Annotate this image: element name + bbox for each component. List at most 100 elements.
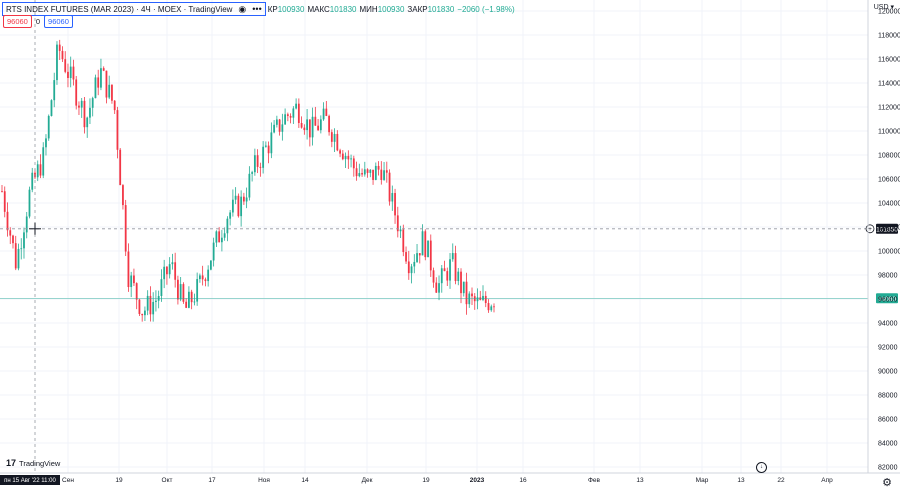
- candle-body: [352, 158, 355, 169]
- candle-body: [174, 262, 177, 280]
- candle-body: [42, 147, 45, 176]
- candle-body: [286, 114, 289, 116]
- candle-body: [317, 125, 319, 131]
- candle-body: [446, 271, 449, 281]
- candles: [1, 39, 495, 322]
- more-icon[interactable]: •••: [252, 4, 262, 14]
- symbol-title-box[interactable]: RTS INDEX FUTURES (MAR 2023) · 4Ч · MOEX…: [2, 2, 266, 16]
- candle-body: [490, 306, 493, 311]
- candle-body: [100, 68, 102, 88]
- candle-body: [56, 44, 58, 81]
- candle-body: [179, 284, 182, 300]
- candle-body: [394, 193, 396, 216]
- x-tick-label: Ноя: [258, 477, 270, 484]
- candle-body: [328, 115, 330, 133]
- candle-body: [300, 123, 303, 128]
- candle-body: [23, 232, 25, 249]
- candle-body: [413, 261, 416, 267]
- candle-body: [152, 301, 155, 315]
- candle-body: [113, 100, 116, 111]
- candle-body: [135, 283, 138, 300]
- plus-circle-icon-glyph: +: [868, 226, 872, 233]
- candle-body: [432, 270, 435, 283]
- candle-body: [146, 295, 149, 311]
- ohlc-open-value: 100930: [277, 4, 305, 14]
- last-price-label: 96060: [878, 296, 896, 303]
- candle-body: [53, 80, 56, 101]
- candle-body: [372, 169, 374, 180]
- candle-body: [39, 164, 42, 176]
- candle-body: [209, 260, 212, 270]
- y-tick-label: 118000: [878, 33, 900, 40]
- buy-button[interactable]: 96060: [44, 15, 73, 28]
- tradingview-watermark[interactable]: 17 TradingView: [6, 458, 60, 468]
- candle-body: [333, 133, 336, 142]
- candle-body: [47, 115, 50, 139]
- candle-body: [462, 281, 465, 294]
- y-tick-label: 116000: [878, 57, 900, 64]
- x-tick-label: Мар: [696, 477, 709, 484]
- candle-body: [163, 266, 166, 280]
- candle-body: [127, 251, 130, 288]
- candle-body: [83, 100, 86, 128]
- candle-body: [69, 66, 72, 79]
- y-tick-label: 84000: [878, 441, 898, 448]
- candle-body: [67, 71, 69, 79]
- candle-body: [399, 229, 402, 232]
- candle-body: [407, 261, 410, 274]
- y-tick-label: 94000: [878, 321, 898, 328]
- x-tick-label: Окт: [162, 477, 173, 484]
- candle-body: [102, 68, 105, 71]
- candle-body: [388, 172, 391, 202]
- candle-body: [220, 237, 223, 243]
- candle-body: [201, 275, 204, 280]
- y-tick-label: 120000: [878, 9, 900, 16]
- x-tick-label: 19: [115, 477, 123, 484]
- candle-body: [149, 295, 152, 315]
- y-tick-label: 110000: [878, 129, 900, 136]
- candle-body: [396, 215, 399, 232]
- x-tick-label: 17: [208, 477, 216, 484]
- candle-body: [12, 235, 14, 244]
- candle-body: [424, 231, 427, 258]
- goto-realtime-icon[interactable]: ↓: [756, 462, 767, 473]
- candle-body: [284, 114, 287, 125]
- candle-body: [369, 169, 372, 173]
- candle-body: [347, 155, 350, 160]
- ohlc-low-label: МИН: [359, 4, 378, 14]
- sell-button[interactable]: 96060: [3, 15, 32, 28]
- gear-icon[interactable]: ⚙: [882, 477, 892, 489]
- y-tick-label: 96000: [878, 297, 898, 304]
- candle-body: [270, 132, 273, 154]
- candle-body: [212, 242, 215, 261]
- candle-body: [330, 132, 333, 142]
- candle-body: [473, 296, 476, 302]
- candle-body: [119, 149, 122, 186]
- candle-body: [226, 218, 229, 234]
- candle-body: [28, 189, 31, 217]
- candle-body: [198, 275, 201, 280]
- candle-body: [471, 293, 473, 297]
- candle-body: [341, 153, 344, 160]
- candle-body: [267, 145, 270, 154]
- candle-body: [264, 145, 267, 147]
- candle-body: [308, 119, 311, 138]
- tradingview-watermark-text: TradingView: [19, 458, 61, 468]
- y-tick-label: 98000: [878, 273, 898, 280]
- candle-body: [36, 164, 39, 178]
- candle-body: [75, 79, 78, 106]
- crosshair-time-label: пн 15 Авг '22 11:00: [4, 478, 56, 484]
- symbol-title[interactable]: RTS INDEX FUTURES (MAR 2023) · 4Ч · MOEX…: [6, 4, 233, 14]
- candle-body: [275, 119, 278, 125]
- candle-body: [292, 108, 295, 118]
- currency-selector[interactable]: USD ▾: [873, 4, 894, 11]
- candle-body: [168, 264, 171, 275]
- candle-body: [421, 231, 424, 256]
- eye-icon[interactable]: ◉: [238, 3, 247, 14]
- candle-body: [6, 211, 9, 231]
- crosshair-price-label-bg: [876, 223, 898, 234]
- x-tick-label: 13: [636, 477, 644, 484]
- candle-body: [454, 253, 457, 282]
